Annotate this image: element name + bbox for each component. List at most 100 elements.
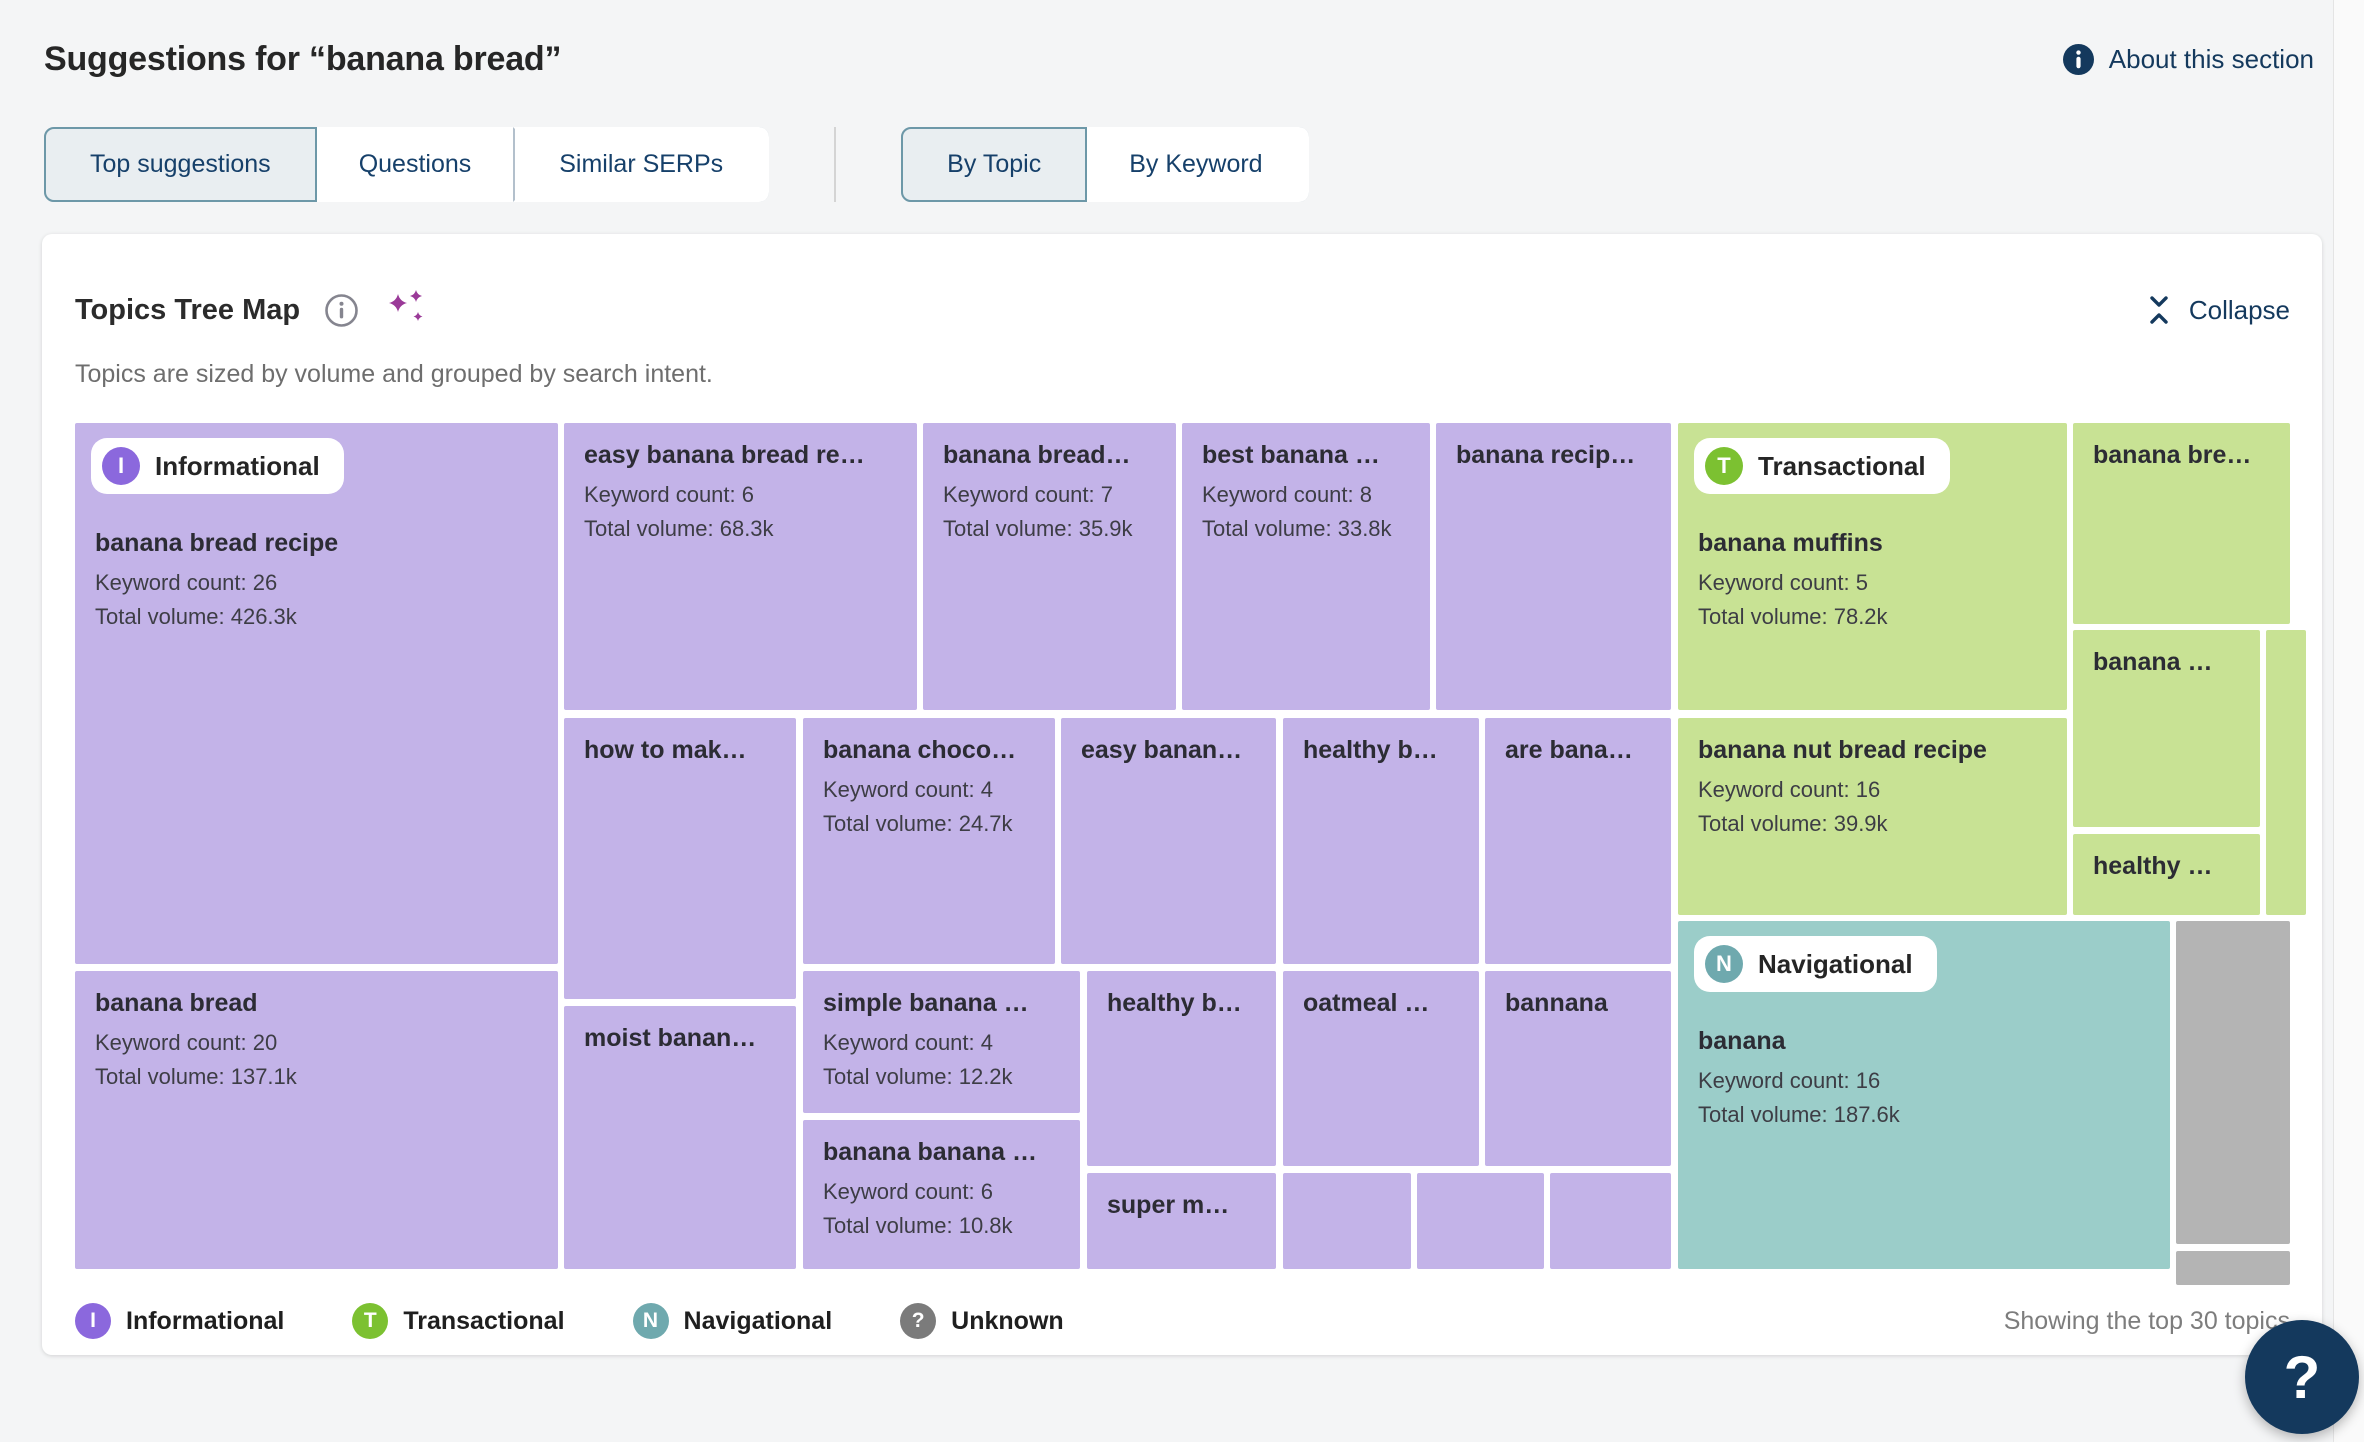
card-title: Topics Tree Map <box>75 293 301 326</box>
treemap-box[interactable] <box>1283 1173 1411 1269</box>
showing-text: Showing the top 30 topics <box>2003 1306 2290 1335</box>
treemap-box-stats: Keyword count: 16 Total volume: 187.6k <box>1698 1068 1900 1128</box>
badge-label: Navigational <box>1758 948 1913 979</box>
treemap-box[interactable]: I Informational banana bread recipe Keyword… <box>75 423 558 964</box>
treemap-box[interactable]: simple banana … Keyword count: 4 Total vol… <box>803 971 1080 1113</box>
transactional-badge-icon: T <box>1705 447 1743 485</box>
treemap-box-stats: Keyword count: 8 Total volume: 33.8k <box>1202 482 1392 542</box>
treemap-box-stats: Keyword count: 20 Total volume: 137.1k <box>95 1030 297 1090</box>
tab-group-divider <box>834 127 837 202</box>
treemap-box-title: banana … <box>2093 648 2213 676</box>
legend-label: Navigational <box>683 1306 833 1335</box>
info-icon <box>2062 44 2094 75</box>
tab-similar-serps[interactable]: Similar SERPs <box>513 127 770 202</box>
treemap-box[interactable]: banana nut bread recipe Keyword count: 16… <box>1678 718 2067 915</box>
treemap-box[interactable] <box>2266 630 2306 915</box>
treemap-box[interactable]: banana bread… Keyword count: 7 Total volum… <box>923 423 1176 710</box>
treemap-box[interactable]: bannana <box>1485 971 1671 1166</box>
treemap-box-stats: Keyword count: 4 Total volume: 24.7k <box>823 777 1013 837</box>
treemap-box[interactable] <box>2176 1251 2290 1285</box>
treemap-box-title: banana banana … <box>823 1138 1037 1166</box>
treemap-box-title: best banana … <box>1202 441 1380 469</box>
card-subtitle: Topics are sized by volume and grouped b… <box>75 360 713 388</box>
treemap-box[interactable]: super m… <box>1087 1173 1276 1269</box>
treemap-box-title: super m… <box>1107 1191 1230 1219</box>
treemap-box-title: oatmeal … <box>1303 989 1430 1017</box>
legend-item-transactional: T Transactional <box>352 1303 565 1339</box>
treemap-box-title: banana <box>1698 1027 1786 1055</box>
about-this-section-button[interactable]: About this section <box>2062 44 2314 75</box>
treemap-box[interactable] <box>1550 1173 1671 1269</box>
legend-label: Informational <box>126 1306 285 1335</box>
legend-item-informational: I Informational <box>75 1303 284 1339</box>
collapse-button[interactable]: Collapse <box>2145 293 2290 327</box>
scrollbar[interactable] <box>2333 0 2364 1442</box>
treemap-box-title: easy banan… <box>1081 736 1243 764</box>
treemap-box[interactable]: easy banan… <box>1061 718 1276 964</box>
tab-questions[interactable]: Questions <box>312 127 518 202</box>
info-outline-icon[interactable] <box>324 293 359 328</box>
treemap-box-title: banana bread <box>95 989 258 1017</box>
legend-row: I Informational T Transactional N Navigationa… <box>75 1303 2290 1339</box>
treemap-box-stats: Keyword count: 7 Total volume: 35.9k <box>943 482 1133 542</box>
badge-label: Informational <box>155 450 320 481</box>
treemap-box[interactable]: best banana … Keyword count: 8 Total volum… <box>1182 423 1430 710</box>
treemap-box-title: moist banan… <box>584 1024 757 1052</box>
treemap-box[interactable]: banana bre… <box>2073 423 2290 624</box>
treemap-box-title: simple banana … <box>823 989 1029 1017</box>
informational-badge: I Informational <box>91 438 344 494</box>
treemap-box-title: banana bread recipe <box>95 529 339 557</box>
treemap-box-stats: Keyword count: 5 Total volume: 78.2k <box>1698 570 1888 630</box>
treemap-box[interactable] <box>2176 921 2290 1244</box>
legend-label: Transactional <box>403 1306 565 1335</box>
treemap-box[interactable]: healthy … <box>2073 834 2260 915</box>
treemap-box-title: banana muffins <box>1698 529 1883 557</box>
transactional-intent-icon: T <box>352 1303 389 1339</box>
page-title: Suggestions for “banana bread” <box>44 40 562 78</box>
treemap-box-stats: Keyword count: 6 Total volume: 68.3k <box>584 482 774 542</box>
treemap-box-title: banana recip… <box>1456 441 1636 469</box>
treemap-box-title: healthy … <box>2093 852 2213 880</box>
treemap-box-stats: Keyword count: 26 Total volume: 426.3k <box>95 570 297 630</box>
legend-item-navigational: N Navigational <box>632 1303 833 1339</box>
title-row: Suggestions for “banana bread” About thi… <box>44 40 2320 79</box>
transactional-badge: T Transactional <box>1694 438 1950 494</box>
treemap-box-title: banana bread… <box>943 441 1131 469</box>
treemap-box[interactable]: banana … <box>2073 630 2260 827</box>
collapse-label: Collapse <box>2188 294 2290 325</box>
treemap: I Informational banana bread recipe Keyword… <box>75 423 2306 1285</box>
treemap-box[interactable]: T Transactional banana muffins Keyword coun… <box>1678 423 2067 710</box>
about-this-section-label: About this section <box>2108 44 2314 74</box>
navigational-intent-icon: N <box>632 1303 669 1339</box>
card-title-row: Topics Tree Map Collapse <box>75 288 2290 332</box>
treemap-box[interactable]: easy banana bread re… Keyword count: 6 Tot… <box>564 423 917 710</box>
treemap-box[interactable]: banana recip… <box>1436 423 1671 710</box>
treemap-box[interactable] <box>1417 1173 1544 1269</box>
treemap-box-stats: Keyword count: 16 Total volume: 39.9k <box>1698 777 1888 837</box>
treemap-box[interactable]: how to mak… <box>564 718 796 999</box>
treemap-box[interactable]: moist banan… <box>564 1006 796 1269</box>
treemap-box-title: how to mak… <box>584 736 747 764</box>
navigational-badge: N Navigational <box>1694 936 1937 992</box>
tab-by-topic[interactable]: By Topic <box>901 127 1088 202</box>
treemap-box[interactable]: healthy b… <box>1087 971 1276 1166</box>
treemap-box[interactable]: healthy b… <box>1283 718 1479 964</box>
tab-by-keyword[interactable]: By Keyword <box>1083 127 1309 202</box>
treemap-box[interactable]: N Navigational banana Keyword count: 16 Tota… <box>1678 921 2170 1269</box>
treemap-box-stats: Keyword count: 6 Total volume: 10.8k <box>823 1179 1013 1239</box>
treemap-box[interactable]: oatmeal … <box>1283 971 1479 1166</box>
page-header: Suggestions for “banana bread” About thi… <box>0 0 2364 202</box>
tabs-row: Top suggestions Questions Similar SERPs … <box>44 127 2320 202</box>
topics-tree-map-card: Topics Tree Map Collapse Topics are size… <box>42 234 2322 1355</box>
treemap-box-stats: Keyword count: 4 Total volume: 12.2k <box>823 1030 1013 1090</box>
legend: I Informational T Transactional N Navigationa… <box>75 1303 1132 1339</box>
treemap-box-title: banana nut bread recipe <box>1698 736 1987 764</box>
treemap-box[interactable]: are bana… <box>1485 718 1671 964</box>
suggestion-tab-group: Top suggestions Questions Similar SERPs <box>44 127 770 202</box>
tab-top-suggestions[interactable]: Top suggestions <box>44 127 317 202</box>
informational-intent-icon: I <box>75 1303 111 1339</box>
treemap-box[interactable]: banana choco… Keyword count: 4 Total volum… <box>803 718 1055 964</box>
treemap-box[interactable]: banana bread Keyword count: 20 Total volum… <box>75 971 558 1269</box>
treemap-box[interactable]: banana banana … Keyword count: 6 Total vol… <box>803 1120 1080 1269</box>
help-button[interactable]: ? <box>2245 1320 2359 1434</box>
